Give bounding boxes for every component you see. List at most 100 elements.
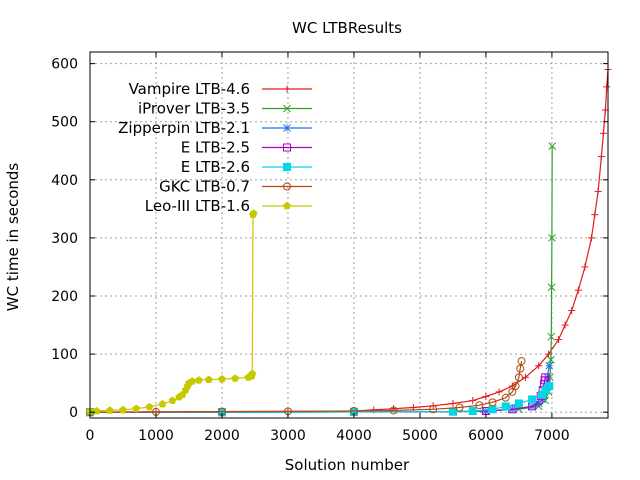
data-point (468, 407, 477, 416)
y-axis-title: WC time in seconds (4, 163, 22, 312)
y-tick-label: 300 (51, 231, 78, 247)
data-point (591, 211, 599, 219)
data-point (574, 286, 582, 294)
chart-title: WC LTBResults (292, 19, 402, 37)
y-tick-label: 200 (51, 289, 78, 305)
legend-label: Zipperpin LTB-2.1 (118, 119, 250, 137)
legend-label: GKC LTB-0.7 (159, 178, 250, 196)
data-point (581, 263, 589, 271)
data-point (389, 406, 398, 415)
data-point (475, 401, 484, 410)
data-point (92, 406, 101, 415)
series-layer (86, 65, 612, 417)
legend-label: E LTB-2.6 (181, 158, 250, 176)
legend-marker (283, 163, 291, 171)
legend-marker (283, 201, 291, 210)
data-point (218, 374, 226, 383)
data-point (548, 234, 556, 242)
data-point (594, 187, 602, 195)
data-point (599, 129, 607, 137)
data-point (588, 234, 596, 242)
data-point (495, 388, 503, 396)
x-tick-label: 5000 (402, 428, 438, 444)
data-point (545, 361, 554, 370)
series-line (89, 360, 523, 413)
legend-label: E LTB-2.5 (181, 139, 250, 157)
x-tick-label: 4000 (336, 428, 372, 444)
x-tick-label: 2000 (204, 428, 240, 444)
legend-marker (283, 104, 291, 113)
data-point (517, 357, 526, 366)
data-point (514, 373, 523, 382)
legend-label: Vampire LTB-4.6 (129, 80, 250, 98)
data-point (231, 374, 240, 382)
data-point (501, 393, 510, 402)
legend: Vampire LTB-4.6 iProver LTB-3.5Zipperpin … (118, 80, 312, 215)
data-point (561, 321, 569, 329)
ticks: 0 1000 2000 3000 4000 5000 6000 7000 0 100 200 300 4… (51, 52, 608, 444)
x-tick-label: 6000 (468, 428, 504, 444)
data-point (448, 407, 457, 416)
x-tick-label: 0 (86, 428, 95, 444)
data-point (449, 399, 457, 407)
y-tick-label: 100 (51, 347, 78, 363)
data-point (455, 403, 464, 412)
data-point (105, 406, 114, 414)
legend-marker (283, 143, 291, 152)
legend-label: iProver LTB-3.5 (138, 100, 250, 118)
data-point (248, 369, 257, 378)
data-point (547, 332, 556, 341)
data-point (528, 395, 537, 404)
data-point (195, 376, 203, 384)
data-point (508, 387, 517, 396)
y-tick-label: 600 (51, 57, 78, 73)
x-axis-title: Solution number (285, 456, 410, 474)
data-point (501, 402, 510, 411)
data-point (535, 362, 543, 370)
x-tick-label: 3000 (270, 428, 306, 444)
data-point (188, 377, 197, 385)
data-point (390, 405, 398, 413)
y-tick-label: 0 (69, 405, 78, 421)
series-line (89, 213, 255, 413)
data-point (545, 382, 554, 391)
data-point (488, 405, 497, 414)
data-point (541, 373, 550, 382)
legend-label: Leo-III LTB-1.6 (145, 197, 250, 215)
plot-frame (89, 51, 609, 419)
series-leo-iii-ltb-1-6 (86, 209, 258, 415)
data-point (603, 83, 611, 91)
y-tick-label: 400 (51, 173, 78, 189)
legend-marker (283, 124, 291, 132)
data-point (469, 397, 477, 405)
x-tick-label: 1000 (138, 428, 174, 444)
data-point (119, 405, 127, 414)
series-iprover-ltb-3-5 (86, 142, 557, 417)
legend-marker (283, 85, 291, 93)
data-point (132, 404, 141, 412)
data-point (540, 376, 549, 385)
data-point (522, 373, 530, 381)
data-point (249, 209, 258, 217)
data-point (547, 356, 555, 364)
data-point (158, 399, 167, 408)
x-tick-label: 7000 (534, 428, 570, 444)
y-tick-label: 500 (51, 115, 78, 131)
data-point (511, 382, 520, 391)
data-point (168, 396, 177, 404)
data-point (488, 398, 497, 407)
data-point (145, 402, 154, 411)
data-point (516, 364, 525, 373)
data-point (514, 399, 523, 408)
data-point (548, 142, 557, 150)
legend-marker (283, 182, 291, 191)
data-point (429, 405, 438, 414)
data-point (555, 336, 563, 344)
data-point (597, 153, 605, 161)
data-point (568, 307, 576, 315)
data-point (482, 393, 490, 401)
data-point (204, 375, 213, 383)
series-line (90, 377, 546, 413)
data-point (547, 283, 556, 292)
